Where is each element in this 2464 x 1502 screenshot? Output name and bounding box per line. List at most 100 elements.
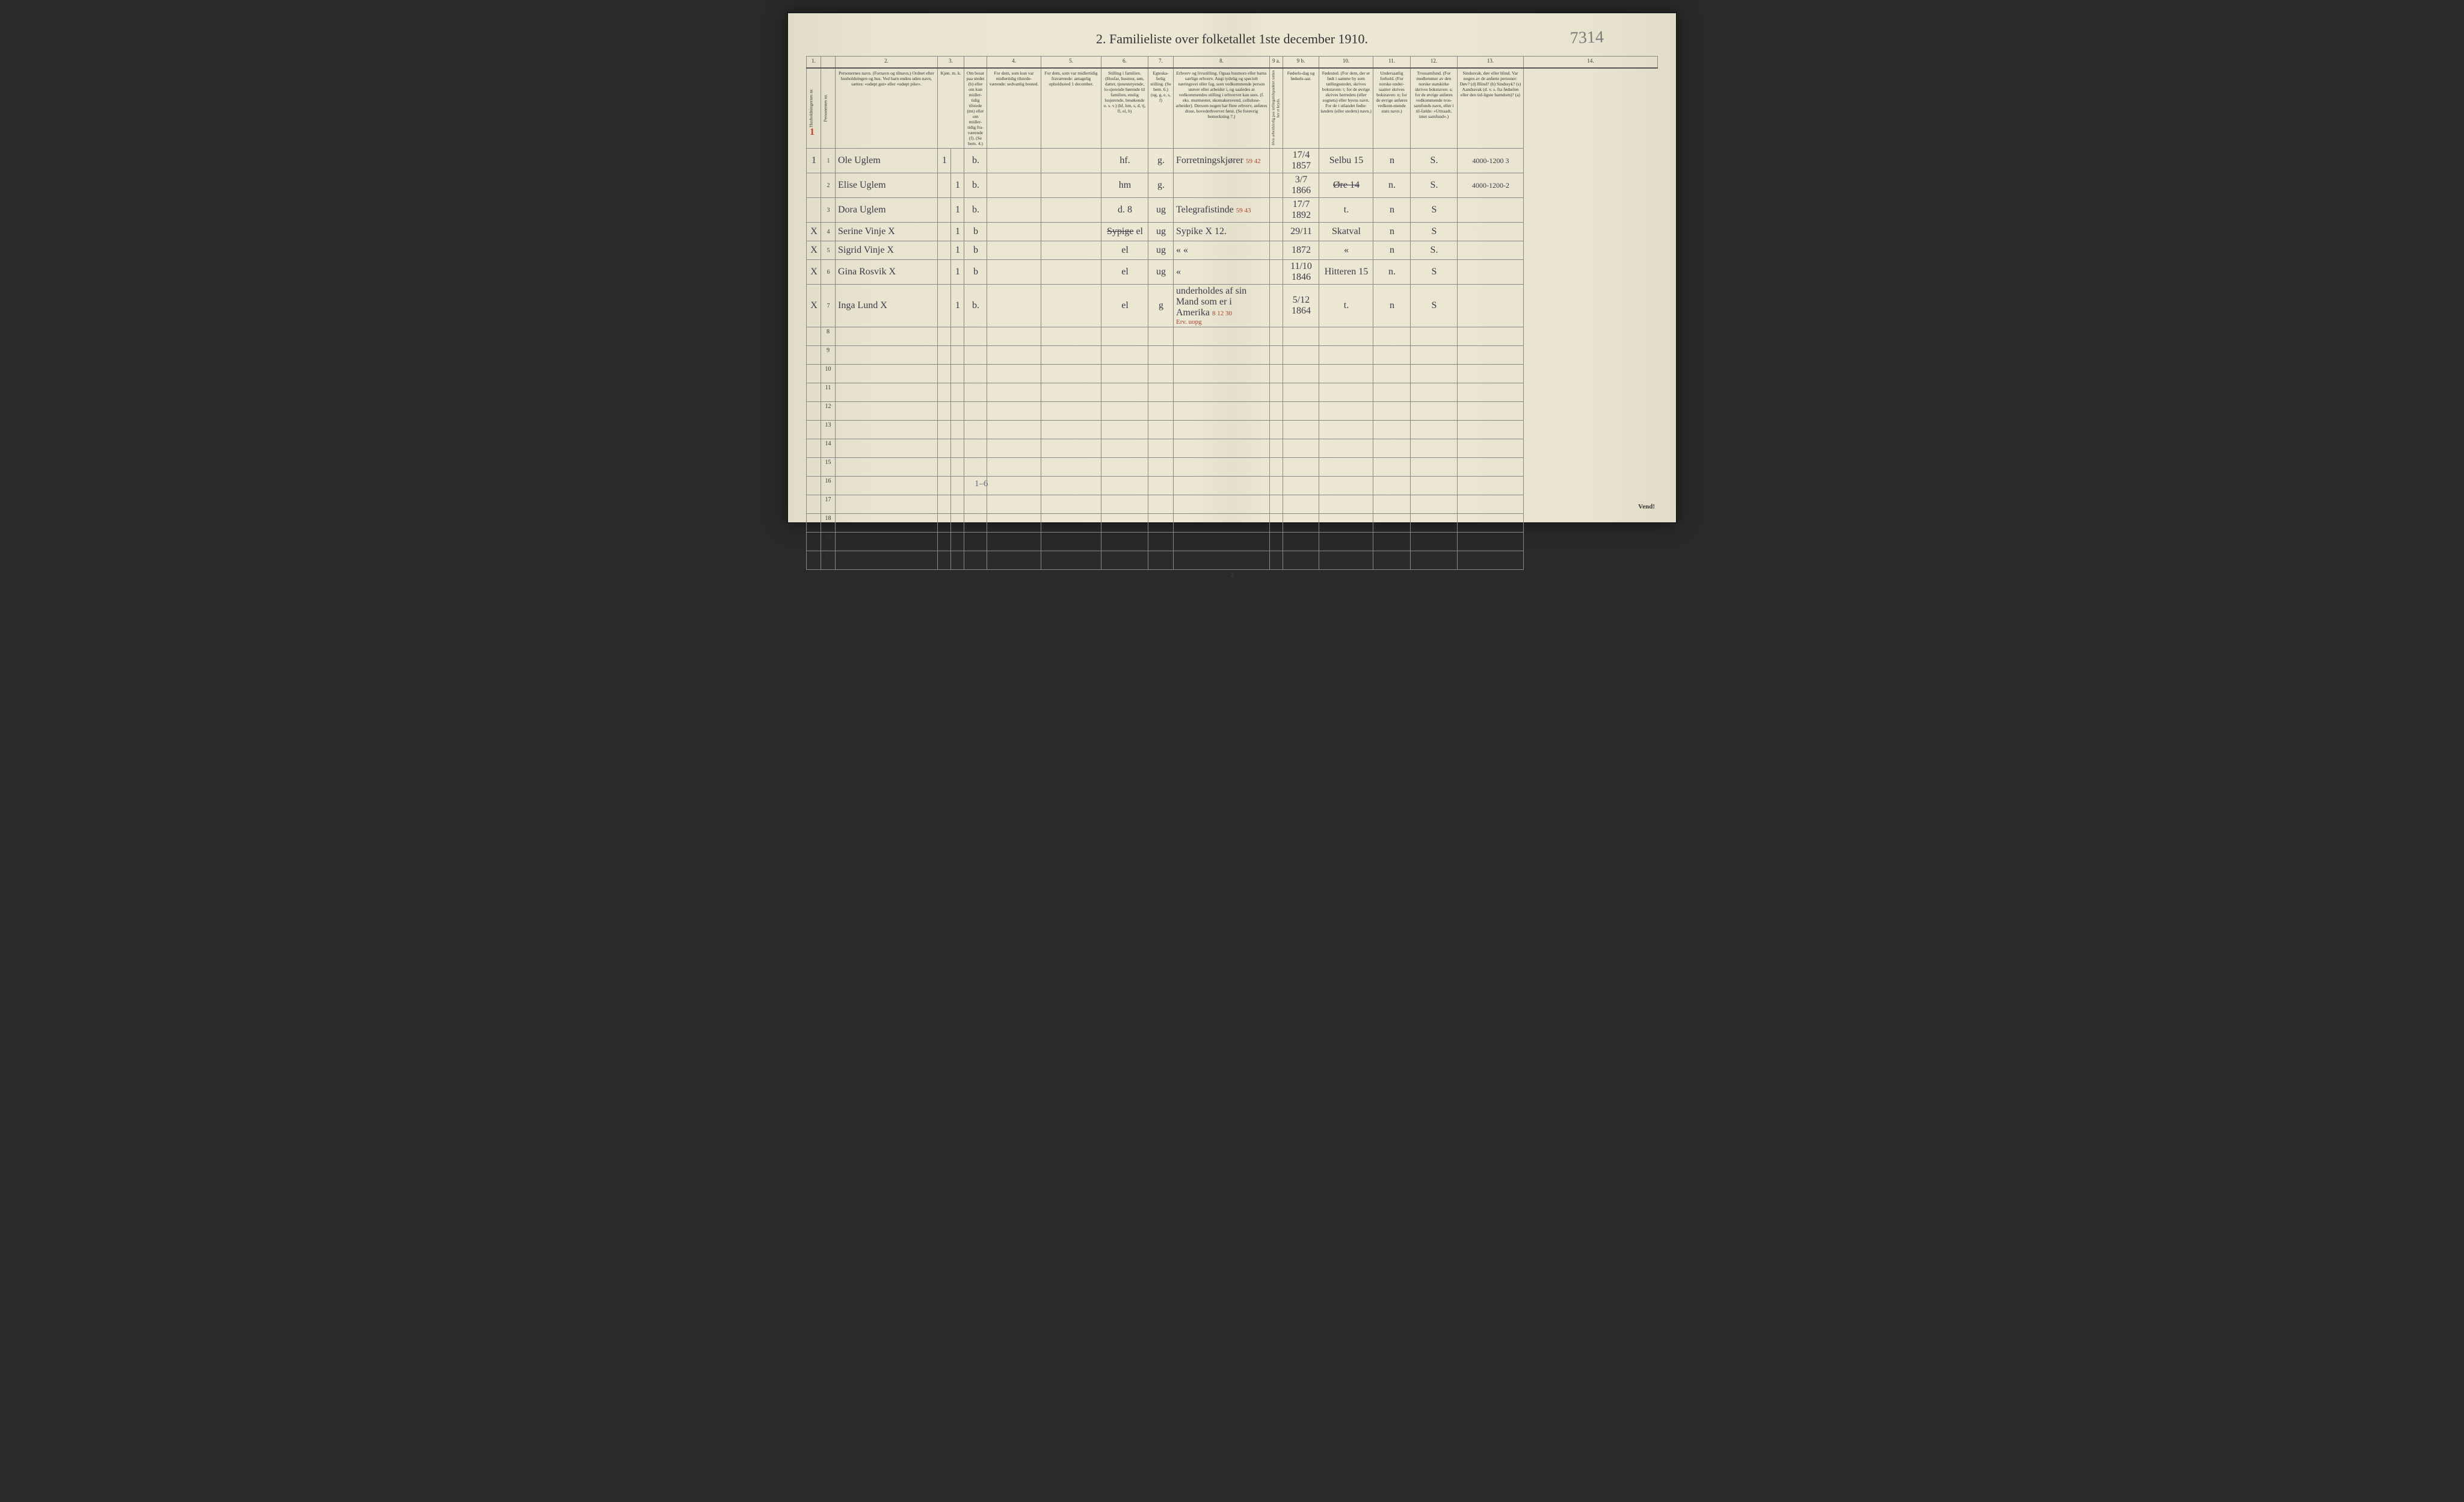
- person-name: Gina Rosvik X: [836, 260, 938, 285]
- marital-status: ug: [1148, 223, 1174, 241]
- marital-status: g: [1148, 285, 1174, 327]
- cell-c6: [1041, 285, 1101, 327]
- header-midlertidig-tilstede: For dem, som kun var midlertidig tilsted…: [987, 68, 1041, 149]
- table-row-empty: 11: [807, 383, 1658, 402]
- table-row-empty: 18: [807, 514, 1658, 533]
- person-name: Sigrid Vinje X: [836, 241, 938, 260]
- cell-c6: [1041, 223, 1101, 241]
- person-name: Serine Vinje X: [836, 223, 938, 241]
- table-row: 11Ole Uglem1b.hf.g.Forretningskjører59 4…: [807, 149, 1658, 173]
- cell-c12: n: [1373, 149, 1411, 173]
- cell-c14: 4000-1200-2: [1458, 173, 1524, 198]
- margin-mark-cell: X: [807, 285, 821, 327]
- table-row-empty: 8: [807, 327, 1658, 346]
- cell-c12: n.: [1373, 260, 1411, 285]
- table-row-empty: 12: [807, 402, 1658, 421]
- vend-label: Vend!: [1638, 503, 1655, 510]
- table-row: X7Inga Lund X1b.elgunderholdes af sin Ma…: [807, 285, 1658, 327]
- form-title: 2. Familieliste over folketallet 1ste de…: [806, 31, 1658, 47]
- sex-m: [938, 285, 951, 327]
- margin-mark-cell: X: [807, 223, 821, 241]
- cell-c6: [1041, 260, 1101, 285]
- birth-place: t.: [1319, 285, 1373, 327]
- table-row-empty: 16: [807, 477, 1658, 495]
- person-number: 15: [821, 458, 836, 477]
- column-number: [964, 57, 987, 69]
- person-number: 13: [821, 421, 836, 439]
- margin-mark-cell: 1: [807, 149, 821, 173]
- birth-place: Skatval: [1319, 223, 1373, 241]
- cell-c13: S: [1411, 223, 1458, 241]
- person-number: 9: [821, 346, 836, 365]
- resident-status: b: [964, 241, 987, 260]
- cell-c14: [1458, 223, 1524, 241]
- unemployed-mark: [1270, 241, 1283, 260]
- column-number: [821, 57, 836, 69]
- census-form-page: 7314 2. Familieliste over folketallet 1s…: [787, 12, 1677, 524]
- person-number: 5: [821, 241, 836, 260]
- column-number: 10.: [1319, 57, 1373, 69]
- resident-status: b.: [964, 198, 987, 223]
- cell-c5: [987, 260, 1041, 285]
- sex-m: [938, 241, 951, 260]
- person-name: Dora Uglem: [836, 198, 938, 223]
- family-position: el: [1101, 241, 1148, 260]
- person-number: 12: [821, 402, 836, 421]
- column-number: 2.: [836, 57, 938, 69]
- column-number: 13.: [1458, 57, 1524, 69]
- occupation: « «: [1174, 241, 1270, 260]
- cell-c13: S: [1411, 198, 1458, 223]
- header-husholdning: Husholdningernes nr.: [807, 68, 821, 149]
- resident-status: b: [964, 223, 987, 241]
- header-kjon: Kjøn. m. k.: [938, 68, 964, 149]
- table-row: X5Sigrid Vinje X1belug« «1872«nS.: [807, 241, 1658, 260]
- census-table: 1.2.3.4.5.6.7.8.9 a.9 b.10.11.12.13.14. …: [806, 56, 1658, 570]
- cell-c5: [987, 285, 1041, 327]
- table-row-empty: 10: [807, 365, 1658, 383]
- birth-place: Selbu 15: [1319, 149, 1373, 173]
- table-row: 2Elise Uglem1b.hmg.3/7 1866Øre 14n.S.400…: [807, 173, 1658, 198]
- person-number: 4: [821, 223, 836, 241]
- person-number: 7: [821, 285, 836, 327]
- cell-c14: [1458, 260, 1524, 285]
- person-number: 19: [821, 533, 836, 551]
- cell-c6: [1041, 173, 1101, 198]
- margin-mark-cell: [807, 198, 821, 223]
- cell-c5: [987, 223, 1041, 241]
- cell-c6: [1041, 241, 1101, 260]
- column-number: 3.: [938, 57, 964, 69]
- header-egteskab: Egteska-belig stilling. (Se bem. 6.) (ug…: [1148, 68, 1174, 149]
- header-undersaatlig: Undersaatlig forhold. (For norske under-…: [1373, 68, 1411, 149]
- cell-c13: S.: [1411, 149, 1458, 173]
- cell-c14: [1458, 241, 1524, 260]
- cell-c6: [1041, 198, 1101, 223]
- table-row: X4Serine Vinje X1bSypige elugSypike X 12…: [807, 223, 1658, 241]
- sex-k: 1: [951, 241, 964, 260]
- resident-status: b.: [964, 285, 987, 327]
- column-number: 6.: [1101, 57, 1148, 69]
- table-row-empty: 20: [807, 551, 1658, 570]
- margin-mark-cell: X: [807, 260, 821, 285]
- column-number: 12.: [1411, 57, 1458, 69]
- birth-place: Øre 14: [1319, 173, 1373, 198]
- family-position: el: [1101, 260, 1148, 285]
- birth-date: 11/10 1846: [1283, 260, 1319, 285]
- cell-c13: S.: [1411, 241, 1458, 260]
- cell-c13: S: [1411, 285, 1458, 327]
- cell-c13: S.: [1411, 173, 1458, 198]
- table-row-empty: 14: [807, 439, 1658, 458]
- handwritten-page-number: 7314: [1569, 28, 1604, 48]
- marital-status: ug: [1148, 198, 1174, 223]
- resident-status: b.: [964, 149, 987, 173]
- column-number: 8.: [1174, 57, 1270, 69]
- person-number: 10: [821, 365, 836, 383]
- table-row-empty: 9: [807, 346, 1658, 365]
- column-number: 5.: [1041, 57, 1101, 69]
- header-fodselsdag: Fødsels-dag og fødsels-aar.: [1283, 68, 1319, 149]
- header-bosat: Om bosat paa stedet (b) eller om kun mid…: [964, 68, 987, 149]
- sex-m: 1: [938, 149, 951, 173]
- cell-c12: n: [1373, 241, 1411, 260]
- birth-date: 17/7 1892: [1283, 198, 1319, 223]
- header-trossamfund: Trossamfund. (For medlemmer av den norsk…: [1411, 68, 1458, 149]
- occupation: [1174, 173, 1270, 198]
